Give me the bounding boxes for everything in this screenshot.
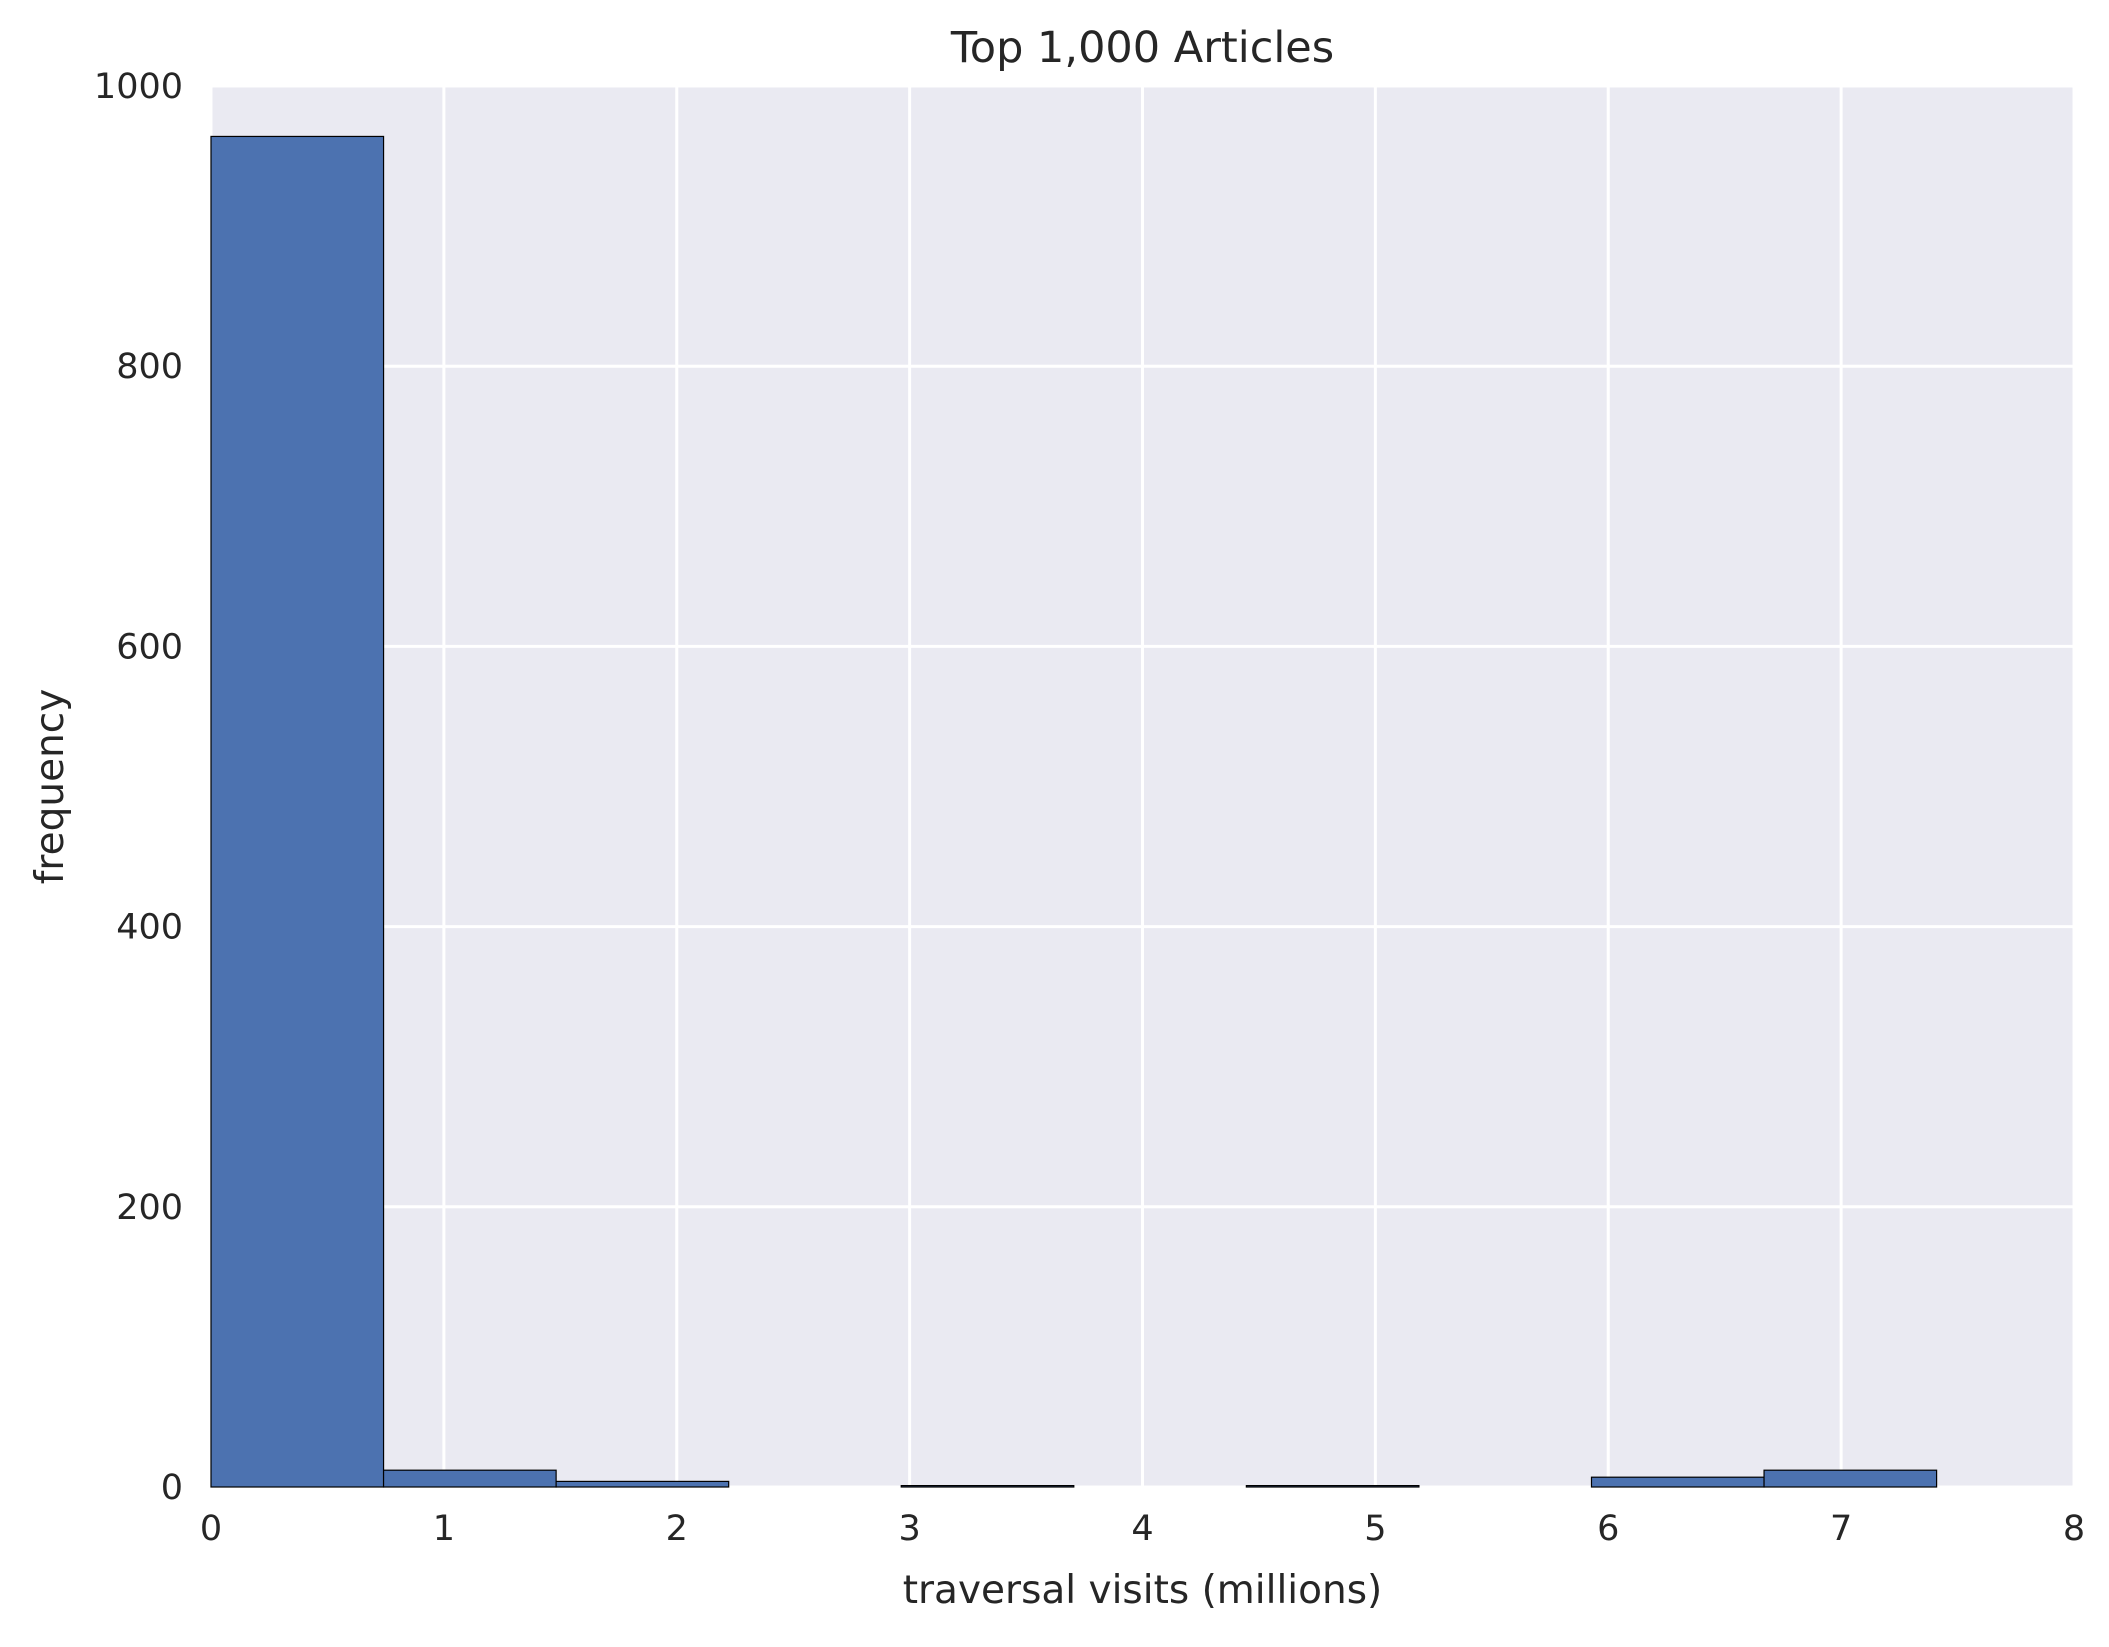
chart-title: Top 1,000 Articles (950, 23, 1334, 73)
x-tick-label: 2 (666, 1509, 688, 1549)
y-tick-label: 600 (116, 627, 183, 667)
histogram-bar (1245, 1484, 1420, 1488)
x-tick-label: 1 (433, 1509, 455, 1549)
histogram-bars (210, 135, 1938, 1488)
x-tick-label: 4 (1131, 1509, 1153, 1549)
y-tick-label: 0 (161, 1468, 183, 1508)
x-axis-label: traversal visits (millions) (903, 1568, 1383, 1613)
x-tick-label: 5 (1364, 1509, 1386, 1549)
y-tick-label: 400 (116, 908, 183, 948)
histogram-bar (900, 1484, 1075, 1488)
histogram-bar (555, 1480, 730, 1488)
x-tick-label: 7 (1830, 1509, 1852, 1549)
y-tick-labels: 0 200 400 600 800 1000 (94, 67, 183, 1508)
y-axis-label: frequency (28, 689, 73, 885)
x-tick-labels: 0 1 2 3 4 5 6 7 8 (200, 1509, 2085, 1549)
y-tick-label: 200 (116, 1188, 183, 1228)
y-tick-label: 800 (116, 347, 183, 387)
y-tick-label: 1000 (94, 67, 183, 107)
x-tick-label: 0 (200, 1509, 222, 1549)
histogram-bar (382, 1469, 557, 1488)
x-tick-label: 3 (898, 1509, 920, 1549)
x-tick-label: 6 (1597, 1509, 1619, 1549)
histogram-bar (1763, 1469, 1938, 1488)
histogram-bar (210, 135, 385, 1488)
x-tick-label: 8 (2063, 1509, 2085, 1549)
histogram-bar (1590, 1476, 1765, 1488)
